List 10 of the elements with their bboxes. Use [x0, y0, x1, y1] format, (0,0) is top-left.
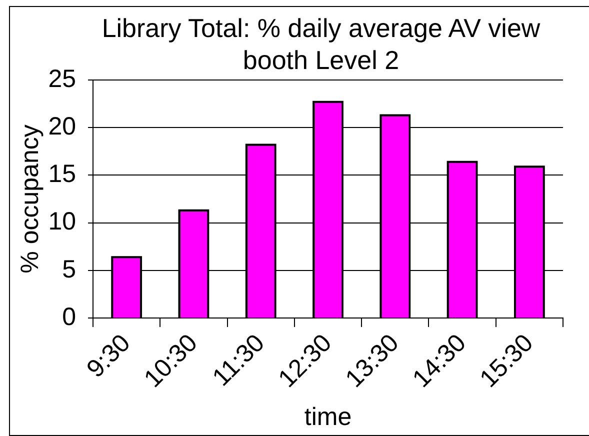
y-tick-label: 10: [48, 208, 76, 236]
y-tick-label: 15: [48, 160, 76, 188]
y-tick-label: 25: [48, 64, 76, 93]
y-axis-title: % occupancy: [16, 124, 44, 274]
chart-title: Library Total: % daily average AV view booth Level 2: [100, 12, 542, 76]
x-tick-label: 9:30: [81, 328, 136, 384]
x-axis-title: time: [304, 402, 352, 431]
y-tick-label: 5: [62, 255, 76, 284]
y-tick-label: 20: [48, 112, 76, 140]
y-tick-label: 0: [62, 302, 76, 331]
